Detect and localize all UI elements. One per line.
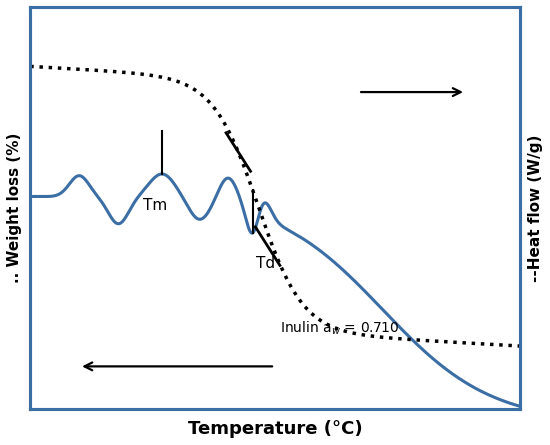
Text: Inulin a$_w$ = 0.710: Inulin a$_w$ = 0.710 bbox=[280, 320, 399, 337]
Text: Tm: Tm bbox=[143, 198, 167, 213]
Y-axis label: --Heat flow (W/g): --Heat flow (W/g) bbox=[528, 134, 543, 282]
Y-axis label: .. Weight loss (%): .. Weight loss (%) bbox=[7, 133, 22, 283]
X-axis label: Temperature (°C): Temperature (°C) bbox=[188, 420, 362, 438]
Text: Td: Td bbox=[256, 256, 275, 271]
